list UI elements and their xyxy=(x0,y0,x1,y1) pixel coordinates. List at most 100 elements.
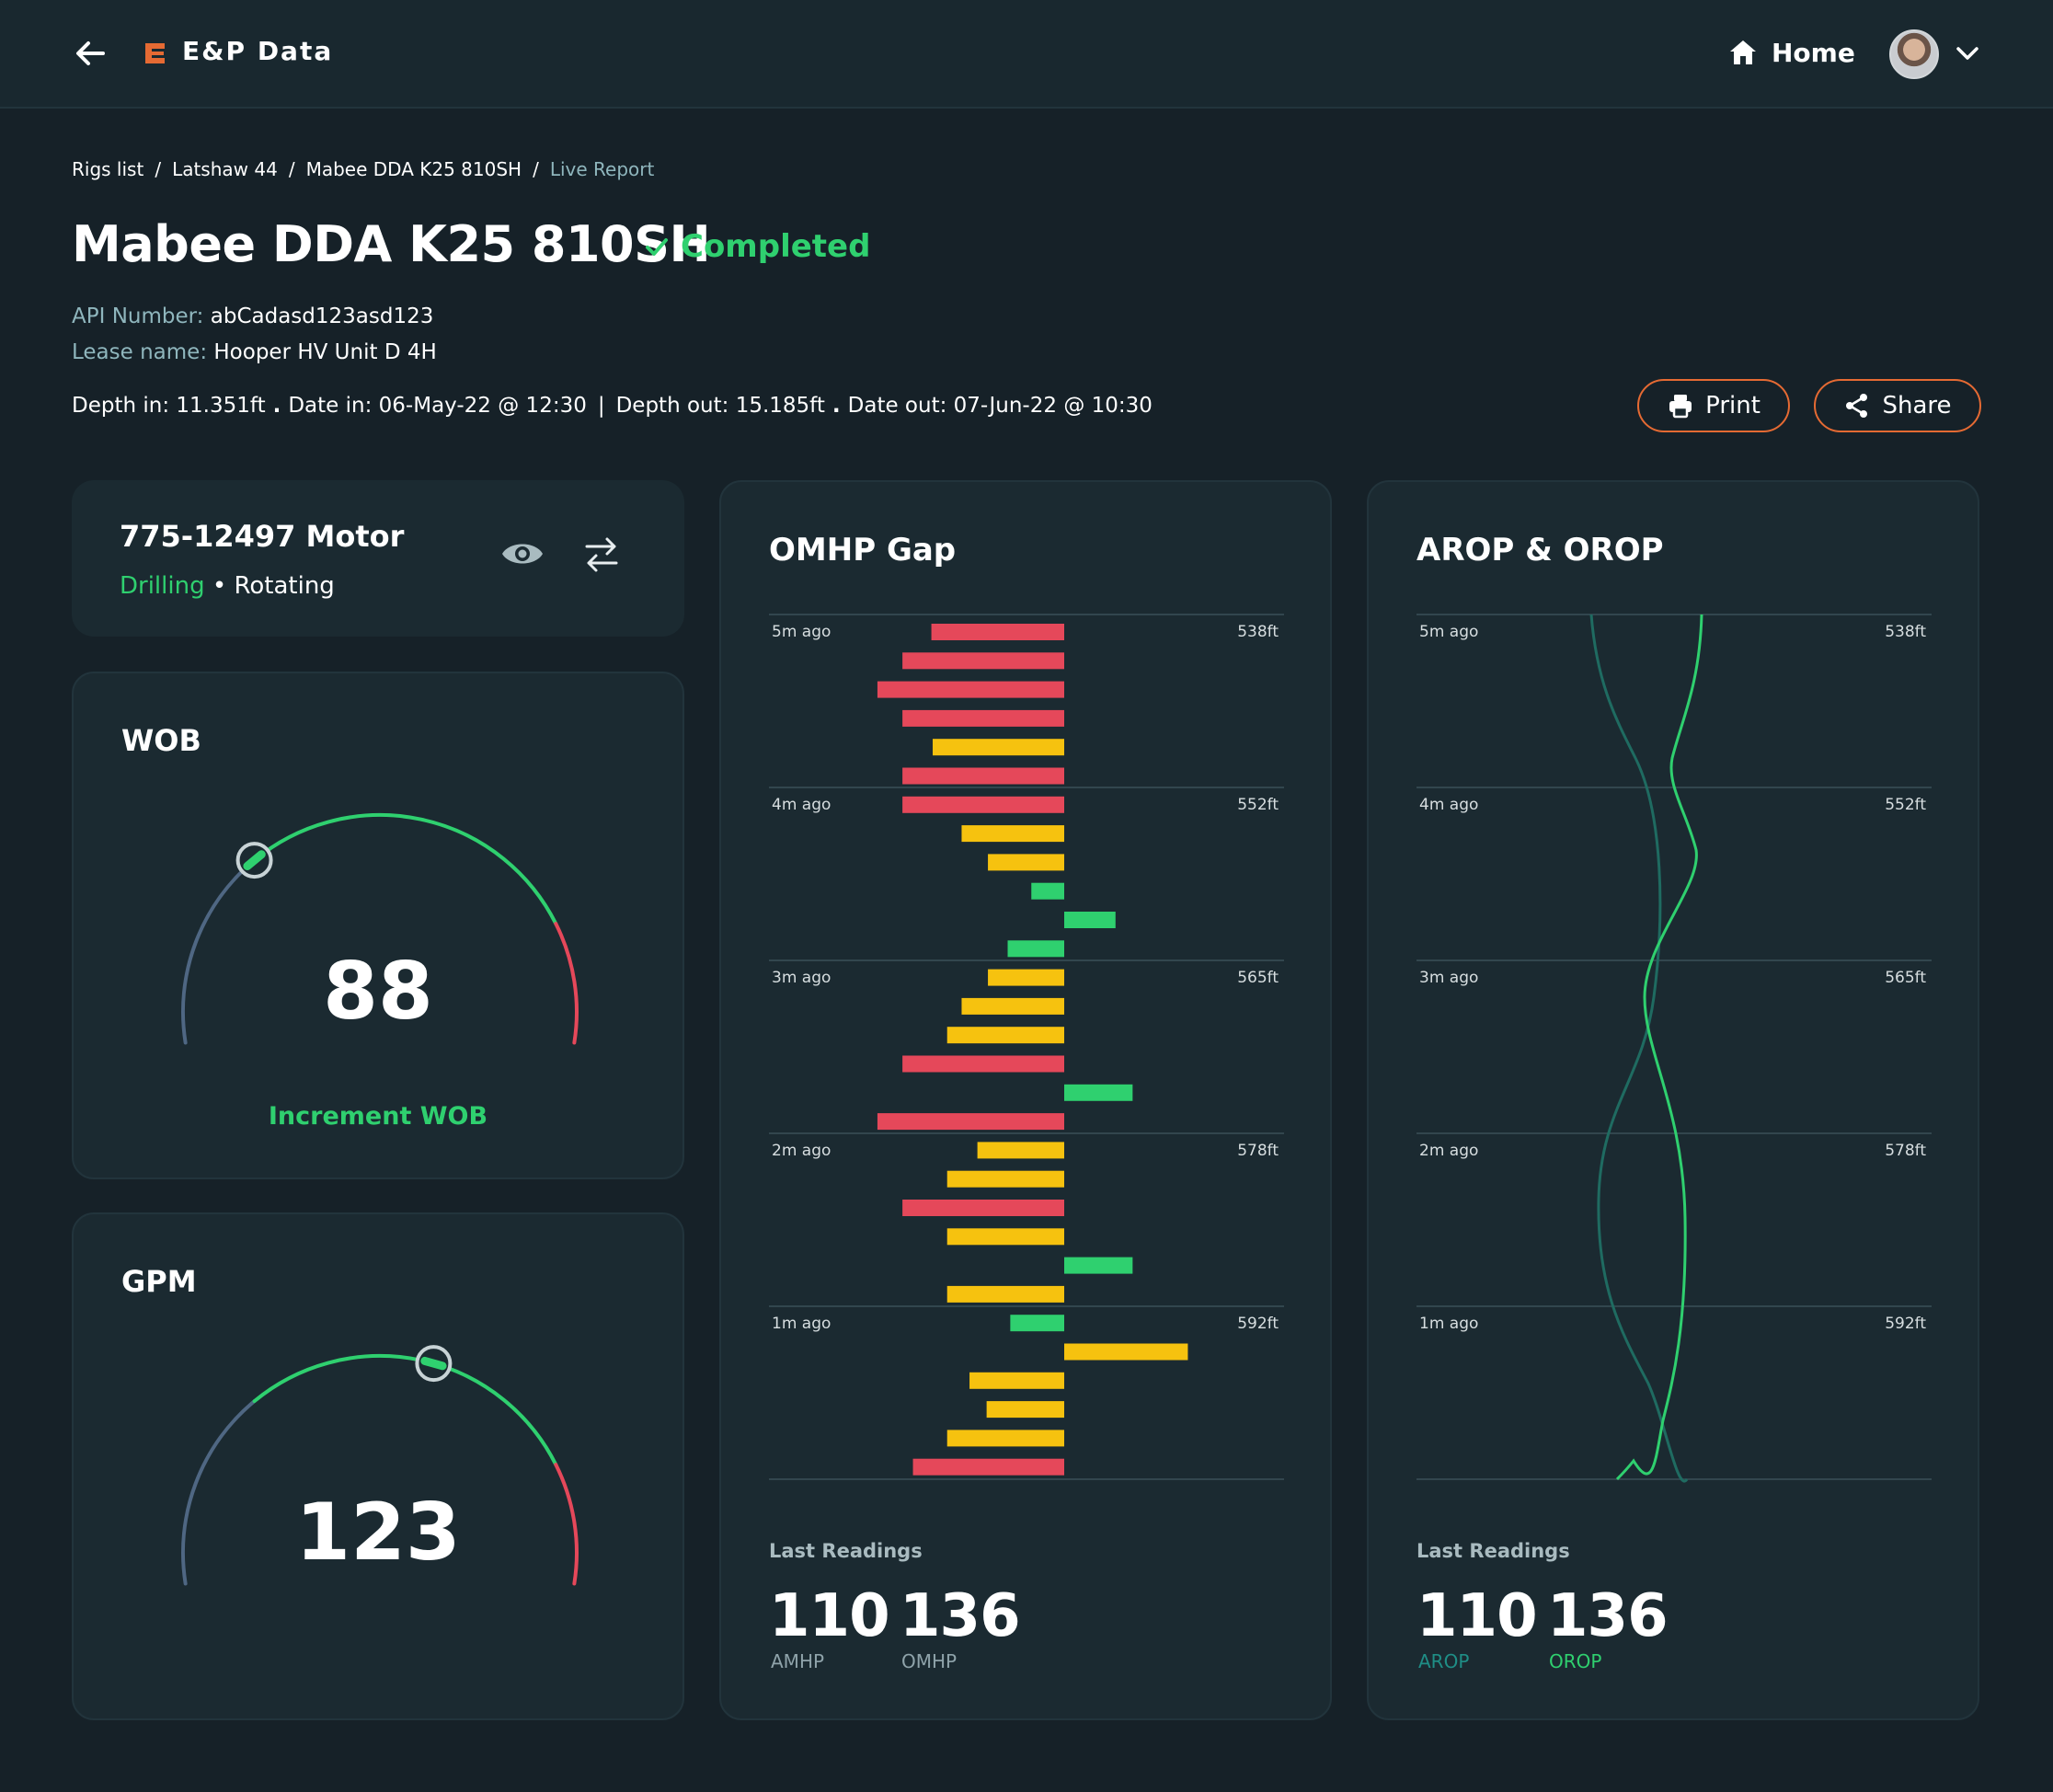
gauge-value: 88 xyxy=(323,946,433,1038)
lease-name-label: Lease name: xyxy=(72,340,208,364)
gap-bar xyxy=(961,997,1064,1015)
breadcrumb-well[interactable]: Mabee DDA K25 810SH xyxy=(305,158,522,180)
gap-bar xyxy=(931,624,1064,640)
back-arrow-icon[interactable] xyxy=(72,35,109,72)
gap-bar xyxy=(1064,1343,1188,1361)
time-label: 2m ago xyxy=(1419,1142,1478,1160)
app-logo-icon xyxy=(145,43,165,63)
time-label: 5m ago xyxy=(1419,623,1478,641)
time-label: 3m ago xyxy=(1419,969,1478,987)
arop-line xyxy=(1589,614,1689,1483)
wob-gauge-card: WOB 88 Increment WOB xyxy=(72,672,684,1179)
reading-value: 136 xyxy=(1547,1582,1669,1650)
lease-name-value: Hooper HV Unit D 4H xyxy=(213,340,437,364)
app-title: E&P Data xyxy=(182,36,334,66)
gap-bar xyxy=(902,796,1064,813)
time-label: 1m ago xyxy=(1419,1315,1478,1333)
time-label: 5m ago xyxy=(772,623,831,641)
status-label: Completed xyxy=(681,228,871,265)
reading-label: AMHP xyxy=(771,1650,825,1672)
gap-bar xyxy=(877,1113,1064,1131)
breadcrumb-rig[interactable]: Latshaw 44 xyxy=(172,158,278,180)
reading-value: 110 xyxy=(769,1582,890,1650)
home-link[interactable]: Home xyxy=(1727,37,1855,68)
orop-line xyxy=(1615,614,1703,1481)
reading-label: OMHP xyxy=(901,1650,958,1672)
gap-bar xyxy=(946,1228,1064,1246)
printer-icon xyxy=(1669,395,1692,419)
reading-label: OROP xyxy=(1549,1650,1602,1672)
gap-bar xyxy=(902,652,1064,670)
depth-label: 578ft xyxy=(1237,1142,1279,1160)
gauge-hint: Increment WOB xyxy=(268,1102,488,1131)
home-icon xyxy=(1730,40,1756,64)
gauge-marker xyxy=(420,1356,447,1371)
gap-bar xyxy=(1064,912,1116,928)
gap-bar xyxy=(988,969,1064,986)
chevron-down-icon[interactable] xyxy=(1954,42,1981,64)
depth-in: Depth in: 11.351ft xyxy=(72,394,266,418)
eye-icon[interactable] xyxy=(500,535,545,572)
motor-state: Rotating xyxy=(234,572,335,600)
gap-bar xyxy=(933,739,1064,756)
gauge-label: WOB xyxy=(121,723,201,758)
gap-bar xyxy=(961,825,1064,843)
print-label: Print xyxy=(1705,392,1761,419)
api-number-label: API Number: xyxy=(72,304,204,328)
lease-name-row: Lease name: Hooper HV Unit D 4H xyxy=(72,340,437,364)
share-label: Share xyxy=(1882,392,1952,419)
gap-bar xyxy=(988,854,1064,871)
print-button[interactable]: Print xyxy=(1637,379,1790,432)
arop-orop-chart: 5m ago 538ft 4m ago 552ft 3m ago 565ft 2m ago 5… xyxy=(1416,614,1932,1483)
date-in: Date in: 06-May-22 @ 12:30 xyxy=(288,394,587,418)
user-avatar[interactable] xyxy=(1889,29,1939,79)
gap-bar xyxy=(986,1401,1064,1419)
share-button[interactable]: Share xyxy=(1814,379,1981,432)
gpm-gauge-card: GPM 123 xyxy=(72,1212,684,1720)
gap-bar xyxy=(902,709,1064,727)
home-label: Home xyxy=(1772,37,1855,68)
gap-bar xyxy=(877,681,1064,698)
gap-bar xyxy=(1064,1084,1133,1101)
chart-title: AROP & OROP xyxy=(1416,532,1664,569)
time-label: 1m ago xyxy=(772,1315,831,1333)
status-badge: Completed xyxy=(642,228,870,265)
reading-label: AROP xyxy=(1418,1650,1470,1672)
depth-label: 538ft xyxy=(1237,623,1279,641)
depth-label: 592ft xyxy=(1237,1315,1279,1333)
share-icon xyxy=(1846,394,1868,418)
gap-bar xyxy=(946,1285,1064,1303)
well-summary: Depth in: 11.351ft. Date in: 06-May-22 @ … xyxy=(72,394,1153,418)
motor-title: 775-12497 Motor xyxy=(120,519,405,554)
top-navigation-bar: E&P Data Home xyxy=(0,0,2053,109)
gap-bar xyxy=(912,1458,1064,1476)
depth-label: 578ft xyxy=(1885,1142,1926,1160)
gap-bar xyxy=(946,1430,1064,1447)
page-title: Mabee DDA K25 810SH xyxy=(72,215,711,273)
motor-mode: Drilling xyxy=(120,572,205,600)
gap-bar xyxy=(902,767,1064,785)
gap-bar xyxy=(902,1055,1064,1073)
gap-bar xyxy=(969,1372,1064,1389)
motor-card: 775-12497 Motor Drilling • Rotating xyxy=(72,480,684,637)
checkmark-icon xyxy=(646,238,668,256)
last-readings-label: Last Readings xyxy=(769,1540,923,1562)
depth-label: 592ft xyxy=(1885,1315,1926,1333)
chart-title: OMHP Gap xyxy=(769,532,957,569)
reading-value: 136 xyxy=(900,1582,1021,1650)
swap-arrows-icon[interactable] xyxy=(581,534,622,576)
breadcrumb-separator: / xyxy=(288,158,295,180)
breadcrumb: Rigs list / Latshaw 44 / Mabee DDA K25 8… xyxy=(72,158,654,180)
breadcrumb-separator: / xyxy=(533,158,539,180)
gap-bar xyxy=(1010,1315,1064,1332)
gauge-high-arc xyxy=(554,1463,579,1586)
depth-label: 565ft xyxy=(1237,969,1279,987)
breadcrumb-rigs-list[interactable]: Rigs list xyxy=(72,158,144,180)
gauge-label: GPM xyxy=(121,1264,197,1299)
gap-bar xyxy=(1031,882,1064,900)
gap-bar xyxy=(977,1142,1064,1159)
gauge-low-arc xyxy=(181,1399,257,1586)
arop-orop-card: AROP & OROP 5m ago 538ft 4m ago 552ft 3m ago… xyxy=(1367,480,1979,1720)
depth-label: 538ft xyxy=(1885,623,1926,641)
gauge-marker xyxy=(243,850,266,870)
